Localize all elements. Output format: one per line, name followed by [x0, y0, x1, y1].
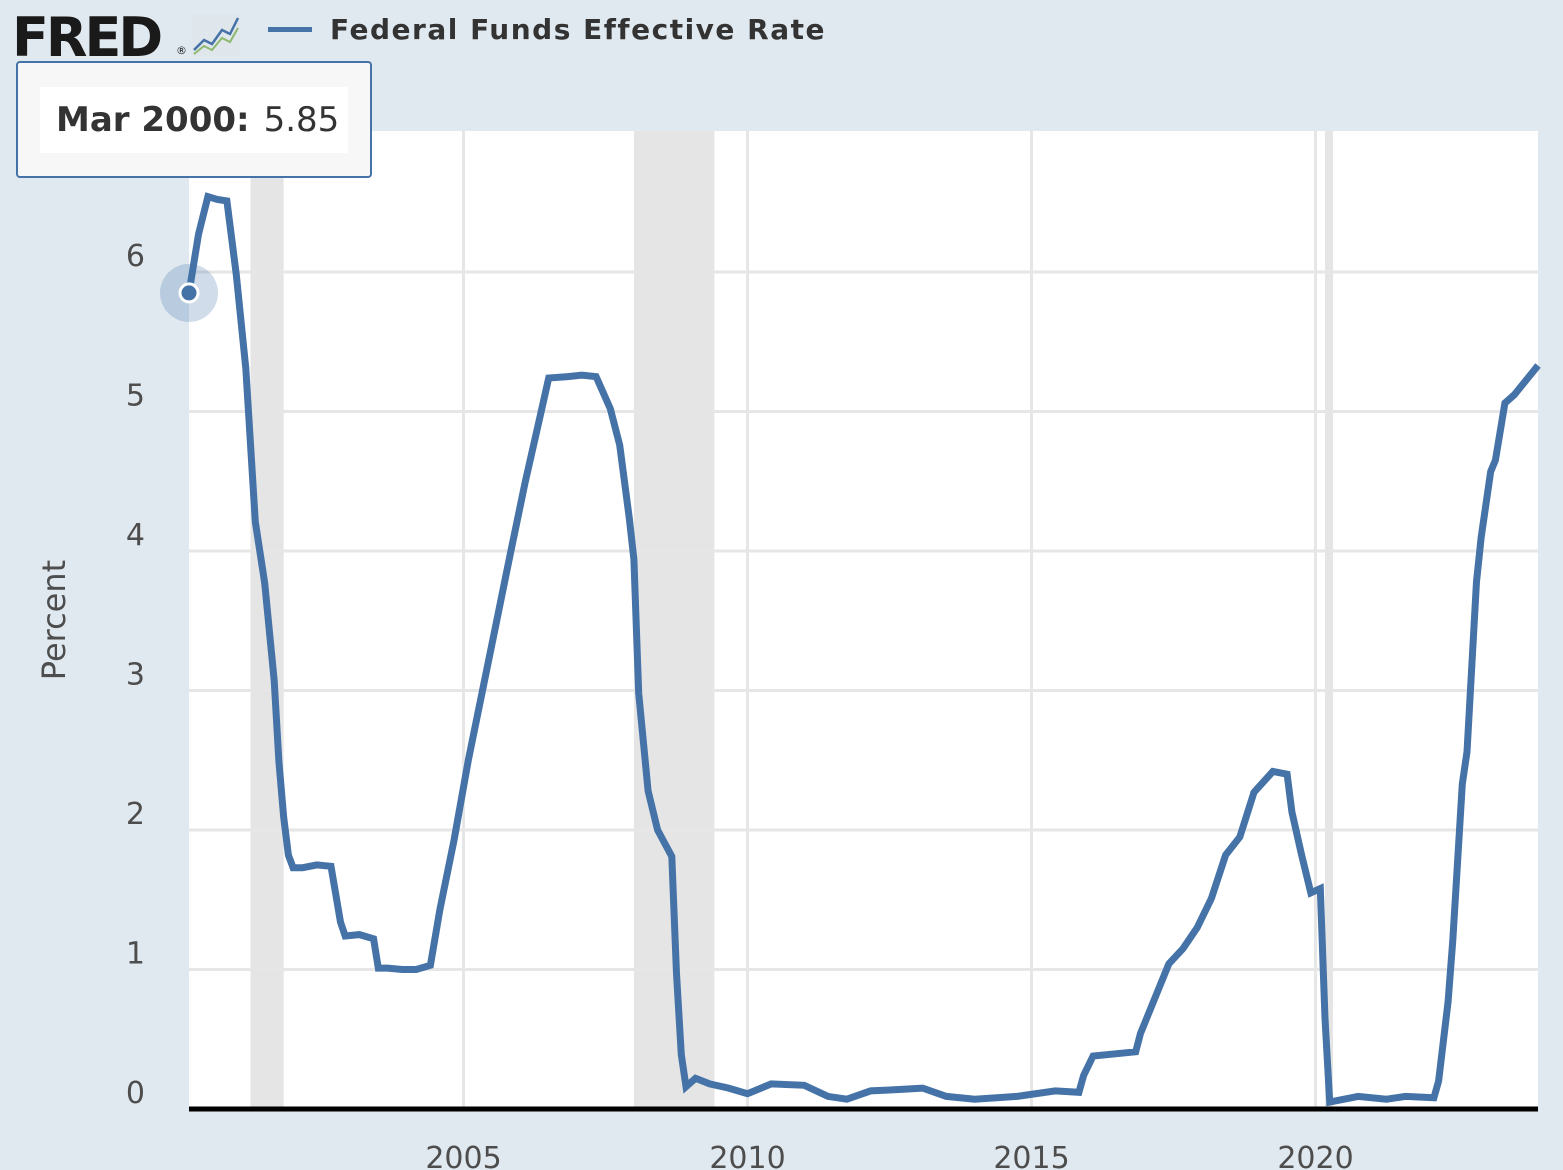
y-tick-label: 5 — [126, 379, 145, 414]
x-axis-ticks: 2005 2010 2015 2020 — [425, 1141, 1353, 1170]
y-axis-ticks: 0 1 2 3 4 5 6 — [126, 239, 145, 1111]
y-tick-label: 6 — [126, 239, 145, 274]
series-layer — [185, 192, 1541, 1107]
x-tick-label: 2005 — [425, 1141, 501, 1170]
tooltip-content: Mar 2000: 5.85 — [40, 87, 348, 153]
registered-mark: ® — [176, 44, 187, 57]
legend-label: Federal Funds Effective Rate — [330, 12, 827, 46]
highlight-layer — [160, 263, 218, 322]
fred-logo[interactable]: FRED — [12, 6, 163, 69]
grid-lines — [189, 131, 1538, 1109]
y-tick-label: 3 — [126, 658, 145, 693]
tooltip: Mar 2000: 5.85 — [16, 61, 372, 178]
y-axis-label: Percent — [35, 560, 73, 680]
tooltip-date: Mar 2000: — [56, 100, 250, 140]
chart-legend[interactable]: Federal Funds Effective Rate — [268, 8, 826, 50]
x-tick-label: 2020 — [1277, 1141, 1353, 1170]
chart-trend-icon — [192, 14, 240, 56]
y-tick-label: 1 — [126, 937, 145, 972]
recession-band — [1325, 131, 1333, 1109]
series-line — [185, 192, 1541, 1107]
plot-area — [189, 131, 1538, 1109]
legend-swatch — [268, 26, 312, 32]
y-tick-label: 2 — [126, 797, 145, 832]
x-tick-label: 2010 — [709, 1141, 785, 1170]
y-tick-label: 0 — [126, 1076, 145, 1111]
x-tick-label: 2015 — [993, 1141, 1069, 1170]
y-tick-label: 4 — [126, 518, 145, 553]
tooltip-value: 5.85 — [263, 100, 340, 140]
highlight-point — [178, 282, 200, 304]
